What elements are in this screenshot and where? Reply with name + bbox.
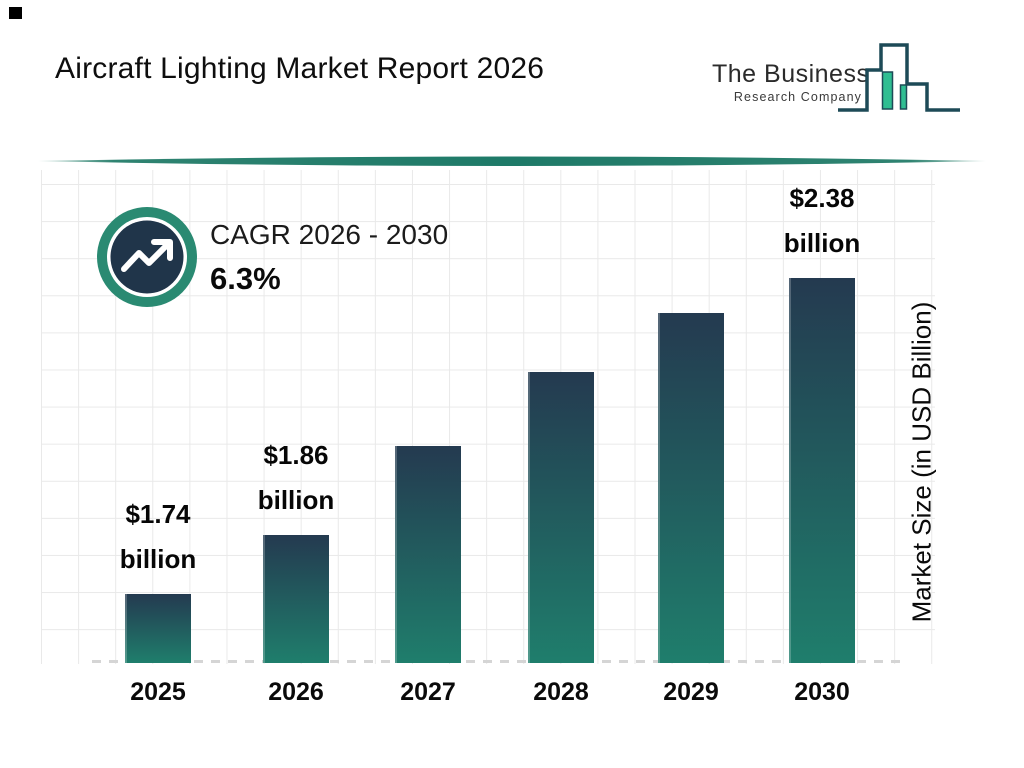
x-axis-tick-2027: 2027	[400, 678, 456, 706]
bar-value-label-2030: $2.38 billion	[747, 176, 897, 266]
bar-2026	[263, 535, 329, 663]
logo-name-line2: Research Company	[733, 90, 862, 104]
x-axis-tick-2025: 2025	[130, 678, 186, 706]
bar-2030	[789, 278, 855, 663]
cagr-period-label: CAGR 2026 - 2030	[210, 219, 449, 250]
x-axis-tick-2030: 2030	[794, 678, 850, 706]
bar-value-amount: $1.86	[263, 440, 329, 470]
bar-2027	[395, 446, 461, 663]
trend-up-icon	[97, 207, 197, 307]
bar-value-label-2025: $1.74 billion	[83, 492, 233, 582]
bar-value-unit: billion	[119, 544, 197, 574]
bar-value-amount: $1.74	[125, 499, 191, 529]
logo-name-line1: The Business	[712, 60, 870, 88]
cagr-value: 6.3%	[210, 261, 281, 296]
bar-value-unit: billion	[783, 228, 861, 258]
logo: The Business Research Company	[712, 60, 870, 104]
chart-baseline-dashed	[92, 660, 906, 663]
bar-value-amount: $2.38	[789, 183, 855, 213]
y-axis-label: Market Size (in USD Billion)	[906, 301, 937, 623]
x-axis-tick-2026: 2026	[268, 678, 324, 706]
bar-chart-logo-icon	[838, 43, 960, 112]
x-axis-tick-2029: 2029	[663, 678, 719, 706]
bar-2029	[658, 313, 724, 663]
corner-mark	[9, 7, 22, 19]
bar-value-label-2026: $1.86 billion	[221, 433, 371, 523]
bar-2028	[528, 372, 594, 663]
divider-line	[38, 156, 986, 166]
x-axis-tick-2028: 2028	[533, 678, 589, 706]
bar-2025	[125, 594, 191, 663]
bar-value-unit: billion	[257, 485, 335, 515]
page-title: Aircraft Lighting Market Report 2026	[55, 52, 545, 85]
